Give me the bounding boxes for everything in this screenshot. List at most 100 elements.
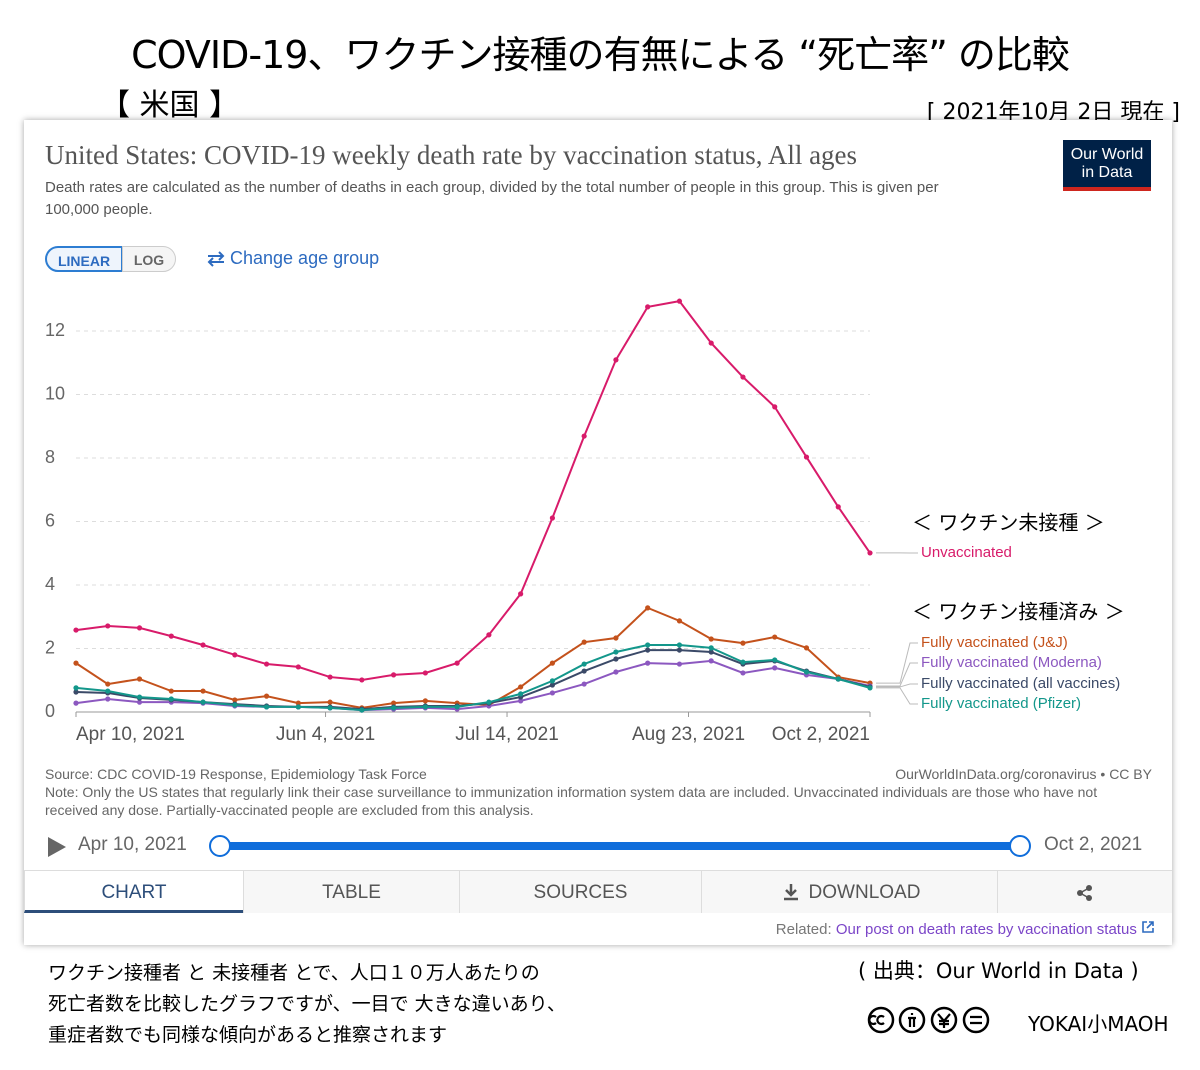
data-point [136,694,143,700]
data-point [136,676,143,682]
data-point [740,670,746,676]
data-point [105,688,111,694]
label-connector [876,687,918,705]
cc-icons [867,1006,990,1034]
data-point [422,698,428,704]
data-point [613,656,619,662]
y-tick-label: 10 [45,383,65,403]
data-point [454,704,460,710]
annotation: ＜ ワクチン未接種 ＞ [912,511,1105,535]
data-point [422,704,428,710]
data-point [200,699,206,705]
data-point [391,700,397,706]
series-line [75,649,871,711]
tab[interactable]: CHART [24,870,243,913]
data-point [518,691,524,697]
footer-text: ワクチン接種者 と 未接種者 とで、人口１０万人あたりの 死亡者数を比較したグラ… [48,958,566,1051]
data-point [486,699,492,705]
timeline-end: Oct 2, 2021 [1044,834,1143,855]
data-point [295,704,301,710]
share-icon [1077,884,1092,901]
data-point [422,670,428,676]
data-point [263,693,270,699]
data-point [676,298,683,304]
data-point [327,705,333,711]
related: Related: Our post on death rates by vacc… [776,920,1155,938]
log-button[interactable]: LOG [122,246,176,272]
y-tick-label: 0 [45,701,55,721]
data-point [772,404,778,410]
data-point [549,660,556,666]
timeline-slider[interactable] [205,832,1035,860]
data-point [613,669,619,675]
data-point [73,689,79,695]
data-point [803,669,810,675]
data-point [581,639,587,645]
x-tick-label: Aug 23, 2021 [632,724,745,745]
data-point [740,659,746,665]
data-point [740,640,746,646]
x-tick-label: Jun 4, 2021 [276,724,375,745]
data-point [613,649,619,655]
chart-card [24,120,1172,945]
data-point [232,652,238,658]
timeline-start: Apr 10, 2021 [78,834,187,855]
data-point [263,704,270,710]
play-button[interactable] [46,835,68,859]
series-line [75,659,871,712]
data-point [486,632,492,638]
data-point [454,660,460,666]
series-label: Fully vaccinated (all vaccines) [921,675,1120,692]
data-point [772,657,778,663]
data-point [136,699,143,705]
data-point [613,635,619,641]
data-point [867,550,873,556]
data-point [295,664,301,670]
data-point [708,649,714,655]
y-tick-label: 8 [45,447,55,467]
tab[interactable]: SOURCES [459,870,701,913]
tab[interactable]: TABLE [243,870,459,913]
data-point [708,658,714,664]
data-point [708,645,714,651]
logo-line: in Data [1081,164,1133,181]
annotation: ＜ ワクチン接種済み ＞ [912,600,1125,624]
chart-title: United States: COVID-19 weekly death rat… [45,140,858,170]
data-point [168,696,174,702]
linear-button[interactable]: LINEAR [45,246,123,272]
data-point [549,690,556,696]
data-point [676,661,683,667]
change-age-link[interactable]: Change age group [230,248,380,268]
data-point [581,661,587,667]
data-point [518,684,524,690]
related-link[interactable]: Our post on death rates by vaccination s… [835,921,1137,938]
data-point [645,605,651,611]
data-point [200,642,206,648]
data-point [391,705,397,711]
data-point [803,645,810,651]
data-point [105,696,111,702]
license: OurWorldInData.org/coronavirus • CC BY [895,766,1152,782]
page-title: COVID-19、ワクチン接種の有無による “死亡率” の比較 [131,33,1070,77]
x-tick-label: Apr 10, 2021 [76,724,185,745]
share-tab[interactable] [997,870,1172,913]
x-tick-label: Jul 14, 2021 [455,724,559,745]
series-label: Fully vaccinated (Moderna) [921,654,1102,671]
data-point [168,688,174,694]
data-point [327,699,333,705]
data-point [708,340,714,346]
data-point [518,698,524,704]
footer-line: ワクチン接種者 と 未接種者 とで、人口１０万人あたりの [48,962,540,984]
data-point [73,627,79,633]
series-label: Fully vaccinated (J&J) [921,634,1068,651]
label-connector [876,683,918,688]
label-connector [876,662,918,687]
series-line [75,644,871,712]
data-point [73,685,79,691]
y-tick-label: 2 [45,637,55,657]
data-point [581,433,587,439]
tab[interactable]: DOWNLOAD [701,870,997,913]
data-point [232,697,238,703]
